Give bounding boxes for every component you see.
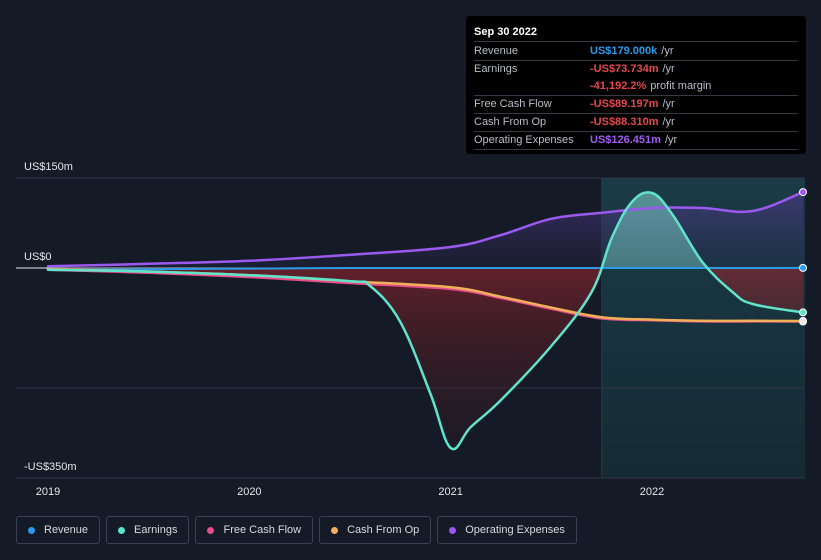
x-tick-label: 2021 xyxy=(438,486,462,498)
legend-dot-icon xyxy=(449,526,457,534)
end-marker-operating-expenses xyxy=(799,188,807,197)
tooltip-unit: /yr xyxy=(662,116,675,128)
tooltip-row-cash-from-op: Cash From Op -US$88.310m /yr xyxy=(474,114,798,132)
end-marker-earnings xyxy=(799,308,807,317)
x-tick-label: 2019 xyxy=(36,486,60,498)
tooltip-value: -US$89.197m xyxy=(590,98,659,110)
tooltip-value: US$126.451m xyxy=(590,134,661,146)
end-marker-cash-from-op xyxy=(799,316,807,325)
tooltip-label: Earnings xyxy=(474,63,518,75)
legend-label: Free Cash Flow xyxy=(223,524,302,536)
axis-labels: US$150m US$0 -US$350m 2019 2020 2021 2022 xyxy=(24,161,664,498)
tooltip-row-revenue: Revenue US$179.000k /yr xyxy=(474,43,798,61)
series-line-revenue xyxy=(47,266,804,271)
tooltip-unit: /yr xyxy=(664,134,678,146)
tooltip-row-profit-margin: -41,192.2% profit margin xyxy=(474,78,798,96)
series-line-earnings xyxy=(46,191,805,451)
y-tick-label: US$0 xyxy=(24,251,52,263)
tooltip-row-earnings: Earnings -US$73.734m /yr xyxy=(474,61,798,78)
tooltip-unit: /yr xyxy=(662,63,675,75)
x-tick-label: 2022 xyxy=(640,486,664,498)
end-markers xyxy=(799,188,807,326)
tooltip-unit: /yr xyxy=(661,45,674,57)
legend-dot-icon xyxy=(118,526,126,534)
tooltip-row-free-cash-flow: Free Cash Flow -US$89.197m /yr xyxy=(474,96,798,114)
tooltip-value: -US$88.310m xyxy=(590,116,659,128)
x-tick-label: 2020 xyxy=(237,486,261,498)
series-lines xyxy=(46,190,805,451)
legend-item-revenue[interactable]: Revenue xyxy=(16,516,101,544)
legend-label: Earnings xyxy=(134,524,178,536)
tooltip-value: US$179.000k xyxy=(590,45,658,57)
tooltip-row-operating-expenses: Operating Expenses US$126.451m /yr xyxy=(474,132,798,150)
tooltip-label: Free Cash Flow xyxy=(474,98,552,110)
legend-item-cash-from-op[interactable]: Cash From Op xyxy=(319,516,432,544)
legend-item-earnings[interactable]: Earnings xyxy=(106,516,190,544)
legend-item-free-cash-flow[interactable]: Free Cash Flow xyxy=(195,516,314,544)
tooltip-label xyxy=(474,78,590,95)
tooltip-value: -US$73.734m xyxy=(590,63,659,75)
legend: Revenue Earnings Free Cash Flow Cash Fro… xyxy=(16,516,583,546)
legend-dot-icon xyxy=(331,526,339,534)
tooltip-unit: profit margin xyxy=(650,80,712,92)
legend-label: Operating Expenses xyxy=(465,524,565,536)
tooltip-label: Operating Expenses xyxy=(474,134,574,146)
legend-dot-icon xyxy=(28,526,35,534)
tooltip-unit: /yr xyxy=(662,98,675,110)
tooltip-panel: Sep 30 2022 Revenue US$179.000k /yr Earn… xyxy=(466,16,806,154)
tooltip-value: -41,192.2% xyxy=(590,80,647,92)
legend-dot-icon xyxy=(207,526,215,534)
legend-label: Cash From Op xyxy=(347,524,420,536)
y-tick-label: US$150m xyxy=(24,161,73,173)
legend-label: Revenue xyxy=(44,524,89,536)
end-marker-revenue xyxy=(799,263,807,272)
area-fills xyxy=(48,192,803,450)
tooltip-date: Sep 30 2022 xyxy=(474,24,798,42)
earnings-negative-area xyxy=(48,268,803,450)
series-line-operating-expenses xyxy=(46,190,805,268)
earnings-positive-area xyxy=(48,192,803,268)
tooltip-label: Revenue xyxy=(474,45,519,57)
tooltip-label: Cash From Op xyxy=(474,116,547,128)
y-tick-label: -US$350m xyxy=(24,461,77,473)
legend-item-operating-expenses[interactable]: Operating Expenses xyxy=(437,516,577,544)
